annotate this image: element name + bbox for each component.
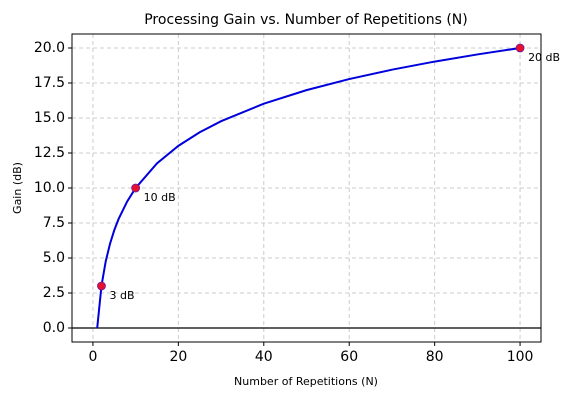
y-tick-label: 17.5 <box>34 75 65 91</box>
plot-frame <box>71 33 542 343</box>
data-label: 20 dB <box>528 51 560 64</box>
data-label: 10 dB <box>144 191 176 204</box>
marker-point <box>131 183 141 193</box>
y-tick-label: 20.0 <box>34 40 65 56</box>
x-tick-label: 20 <box>169 349 187 365</box>
marker-point <box>97 281 106 291</box>
y-tick-label: 0.0 <box>43 320 65 336</box>
y-tick-label: 10.0 <box>34 180 65 196</box>
x-tick-label: 80 <box>426 349 444 365</box>
x-tick-label: 40 <box>255 349 273 365</box>
x-tick-label: 100 <box>507 349 534 365</box>
data-label: 3 dB <box>109 289 134 302</box>
y-tick-label: 7.5 <box>43 215 65 231</box>
marker-point <box>515 43 525 53</box>
x-tick-label: 60 <box>340 349 358 365</box>
gain-line <box>96 47 521 329</box>
y-tick-label: 15.0 <box>34 110 65 126</box>
y-tick-label: 5.0 <box>43 250 65 266</box>
chart-title: Processing Gain vs. Number of Repetition… <box>144 12 468 28</box>
x-axis-label: Number of Repetitions (N) <box>234 375 378 388</box>
y-axis-label: Gain (dB) <box>11 162 24 214</box>
x-tick-label: 0 <box>88 349 97 365</box>
y-tick-label: 12.5 <box>34 145 65 161</box>
y-tick-label: 2.5 <box>43 285 65 301</box>
